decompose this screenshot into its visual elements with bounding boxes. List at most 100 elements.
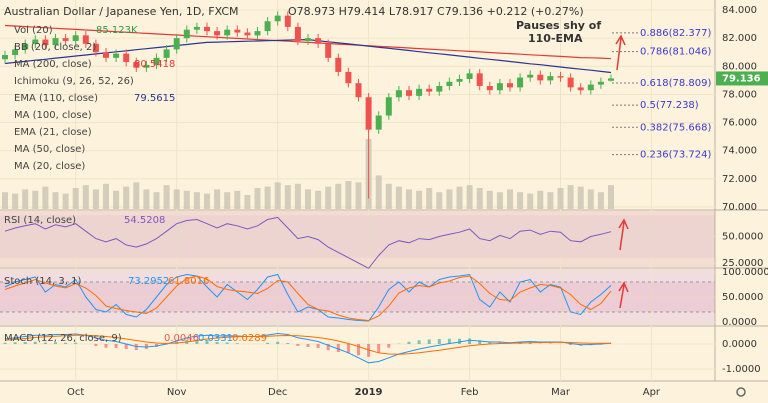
macd-histogram (94, 344, 98, 346)
volume-bar (557, 188, 564, 209)
volume-bar (153, 192, 160, 209)
legend-value: 73.2952 (128, 276, 169, 287)
candle-body (72, 35, 79, 41)
macd-histogram (43, 342, 47, 344)
candle-body (133, 62, 140, 68)
stoch-line (4, 275, 612, 322)
volume-bar (527, 193, 534, 209)
legend-value: 0.0331 (198, 333, 233, 344)
volume-bar (12, 193, 19, 209)
candle-body (32, 39, 39, 44)
candle-body (294, 26, 301, 41)
candle-body (527, 74, 534, 78)
volume-bar (92, 189, 99, 209)
macd-histogram (74, 342, 78, 344)
legend-name: MA (50, close) (14, 144, 85, 155)
macd-histogram (458, 338, 461, 344)
legend-name: MA (100, close) (14, 110, 92, 121)
macd-histogram (316, 344, 320, 348)
stoch-line (4, 273, 612, 322)
candle-body (153, 57, 160, 65)
volume-bar (224, 192, 231, 209)
volume-bar (385, 183, 392, 209)
macd-histogram (33, 341, 37, 344)
candle-body (476, 73, 483, 86)
candle-body (264, 21, 271, 32)
candle-body (537, 74, 544, 81)
y-tick-label: 84.000 (722, 5, 757, 16)
volume-bar (244, 195, 251, 209)
candle-body (608, 78, 614, 81)
last-price-box (716, 71, 768, 86)
candle-body (406, 90, 412, 96)
candle-body (436, 85, 443, 92)
rsi-band (0, 215, 715, 258)
volume-bar (143, 189, 150, 209)
macd-histogram (296, 344, 300, 346)
volume-bar (214, 189, 221, 209)
candle-body (22, 43, 29, 50)
macd-histogram (538, 343, 542, 344)
arrow (618, 218, 629, 251)
y-tick-label: 70.000 (722, 202, 757, 213)
macd-histogram (215, 342, 219, 344)
fib-label: 0.5(77.238) (640, 100, 699, 111)
arrow (618, 281, 629, 309)
candle-body (446, 81, 453, 86)
volume-bar (496, 192, 503, 209)
candle-body (385, 97, 392, 116)
candle-body (143, 64, 150, 68)
arrows (615, 34, 629, 309)
annotation: 110-EMA (528, 32, 583, 45)
legend-name: MA (200, close) (14, 59, 92, 70)
candle-body (507, 83, 513, 88)
volume-bar (507, 189, 513, 209)
candle-body (62, 38, 69, 41)
macd-histogram (54, 342, 57, 344)
x-tick-label: Apr (643, 387, 661, 398)
volume-bar (486, 190, 493, 209)
macd-histogram (195, 339, 199, 344)
volume-bar (62, 193, 69, 209)
candle-body (496, 83, 503, 91)
settings-icon[interactable] (736, 387, 746, 397)
price-axis (715, 0, 768, 403)
volume-bar (577, 186, 584, 209)
candle-body (2, 55, 8, 60)
volume-bar (103, 183, 109, 209)
candle-body (12, 49, 19, 56)
candle-body (456, 78, 463, 82)
legend-value: 61.8016 (168, 276, 209, 287)
macd-histogram (64, 342, 68, 344)
macd-histogram (437, 339, 441, 344)
macd-histogram (104, 344, 108, 348)
macd-histogram (3, 342, 7, 344)
y-tick-label: 25.0000 (722, 258, 763, 269)
arrow (615, 34, 626, 71)
volume-bar (183, 190, 190, 209)
candle-body (517, 77, 524, 88)
candle-body (82, 35, 89, 44)
volume-bar (72, 188, 79, 209)
volume-bar (335, 183, 342, 209)
rsi-line (4, 216, 612, 269)
volume-bar (375, 175, 382, 209)
volume-bar (173, 189, 180, 209)
candle-body (486, 85, 493, 91)
volume-bar (22, 189, 29, 209)
volume-bar (274, 182, 281, 209)
candle-body (577, 87, 584, 91)
y-tick-label: 78.000 (722, 89, 757, 100)
macd-histogram (468, 338, 472, 344)
legend-name: BB (20, close, 2) (14, 42, 96, 53)
volume-bar (82, 185, 89, 209)
candle-body (355, 83, 362, 98)
volume-bar (254, 188, 261, 209)
volume-bar (284, 185, 291, 209)
volume-bar (315, 190, 322, 209)
macd-histogram (286, 343, 290, 344)
stoch-band (0, 282, 715, 312)
volume-bar (446, 189, 453, 209)
y-tick-label: 0.0000 (722, 339, 757, 350)
volume-bar (204, 193, 210, 209)
